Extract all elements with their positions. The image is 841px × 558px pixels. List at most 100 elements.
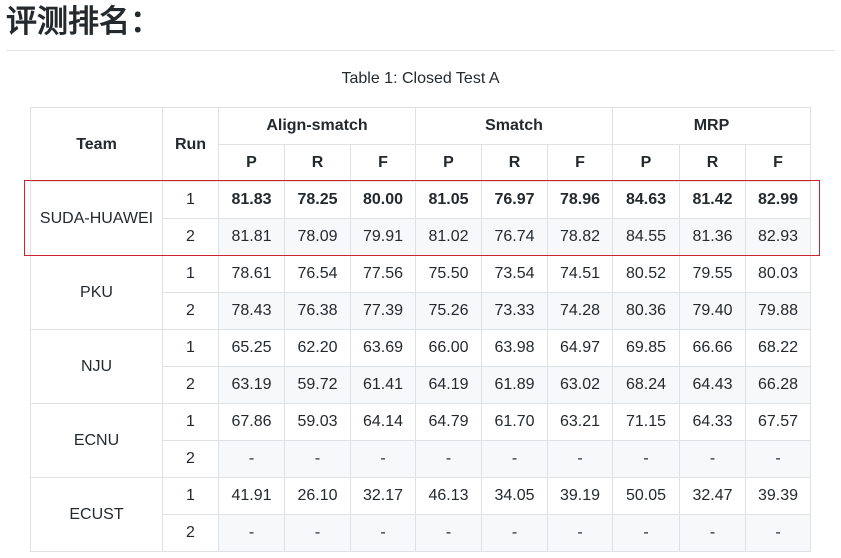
score-cell: 84.55 [612,218,680,256]
score-cell: 81.81 [218,218,285,256]
heading-divider [6,50,835,51]
score-cell: 81.02 [415,218,482,256]
score-cell: 79.55 [679,255,746,293]
results-table: Team Run Align-smatch Smatch MRP P R F P… [30,107,811,552]
team-cell: ECUST [30,477,163,552]
score-cell: 59.72 [284,366,351,404]
score-cell: 64.14 [350,403,416,441]
run-cell: 1 [162,329,219,367]
score-cell: 64.97 [547,329,613,367]
score-cell: 75.26 [415,292,482,330]
score-cell: - [481,440,548,478]
header-r: R [284,144,351,182]
score-cell: 81.42 [679,181,746,219]
run-cell: 1 [162,181,219,219]
score-cell: 77.56 [350,255,416,293]
team-cell: SUDA-HUAWEI [30,181,163,256]
score-cell: 74.51 [547,255,613,293]
table-row: 2--------- [31,514,811,552]
score-cell: 80.52 [612,255,680,293]
run-cell: 1 [162,477,219,515]
score-cell: - [745,440,811,478]
score-cell: 76.54 [284,255,351,293]
score-cell: - [745,514,811,552]
score-cell: - [679,514,746,552]
score-cell: 67.57 [745,403,811,441]
results-body: SUDA-HUAWEI 1 81.83 78.25 80.00 81.05 76.97 78.… [30,181,811,552]
score-cell: 79.88 [745,292,811,330]
score-cell: 32.17 [350,477,416,515]
score-cell: 81.83 [218,181,285,219]
score-cell: 68.24 [612,366,680,404]
header-team: Team [30,107,163,182]
team-cell: PKU [30,255,163,330]
score-cell: - [218,440,285,478]
score-cell: 78.61 [218,255,285,293]
table-row: 2 63.19 59.72 61.41 64.19 61.89 63.02 68.24 64.4… [31,366,811,404]
score-cell: 81.36 [679,218,746,256]
header-r: R [679,144,746,182]
score-cell: - [612,440,680,478]
header-f: F [745,144,811,182]
header-p: P [612,144,680,182]
run-cell: 2 [162,218,219,256]
score-cell: 64.43 [679,366,746,404]
score-cell: 63.98 [481,329,548,367]
score-cell: 84.63 [612,181,680,219]
score-cell: 59.03 [284,403,351,441]
table-row: ECUST 1 41.91 26.10 32.17 46.13 34.05 39.19 50.0… [30,477,811,552]
table-row: SUDA-HUAWEI 1 81.83 78.25 80.00 81.05 76.97 78.… [30,181,811,256]
score-cell: 79.91 [350,218,416,256]
header-p: P [415,144,482,182]
header-f: F [547,144,613,182]
score-cell: 26.10 [284,477,351,515]
score-cell: 62.20 [284,329,351,367]
score-cell: - [481,514,548,552]
score-cell: - [284,440,351,478]
score-cell: 78.09 [284,218,351,256]
score-cell: 81.05 [415,181,482,219]
score-cell: 68.22 [745,329,811,367]
score-cell: 76.74 [481,218,548,256]
score-cell: 80.00 [350,181,416,219]
team-cell: ECNU [30,403,163,478]
header-mrp: MRP [612,107,811,145]
table-caption: Table 1: Closed Test A [341,70,500,87]
score-cell: - [284,514,351,552]
run-cell: 1 [162,403,219,441]
score-cell: 61.70 [481,403,548,441]
score-cell: 66.00 [415,329,482,367]
score-cell: - [350,514,416,552]
score-cell: 64.33 [679,403,746,441]
team-cell: NJU [30,329,163,404]
table-row: NJU 1 65.25 62.20 63.69 66.00 63.98 64.97 69.85 6… [30,329,811,404]
score-cell: 34.05 [481,477,548,515]
score-cell: - [350,440,416,478]
score-cell: 64.19 [415,366,482,404]
score-cell: 65.25 [218,329,285,367]
score-cell: - [547,440,613,478]
score-cell: 78.82 [547,218,613,256]
score-cell: 39.39 [745,477,811,515]
score-cell: 61.41 [350,366,416,404]
score-cell: 76.38 [284,292,351,330]
score-cell: 78.43 [218,292,285,330]
header-r: R [481,144,548,182]
score-cell: 78.96 [547,181,613,219]
score-cell: 79.40 [679,292,746,330]
score-cell: 71.15 [612,403,680,441]
table-row: 2--------- [31,440,811,478]
table-row: PKU 1 78.61 76.54 77.56 75.50 73.54 74.51 80.52 7… [30,255,811,330]
header-smatch: Smatch [415,107,613,145]
run-cell: 2 [162,292,219,330]
header-f: F [350,144,416,182]
score-cell: 66.28 [745,366,811,404]
run-cell: 1 [162,255,219,293]
header-run: Run [162,107,219,182]
score-cell: 63.21 [547,403,613,441]
score-cell: - [415,514,482,552]
score-cell: 66.66 [679,329,746,367]
score-cell: 73.54 [481,255,548,293]
score-cell: 63.02 [547,366,613,404]
score-cell: 73.33 [481,292,548,330]
